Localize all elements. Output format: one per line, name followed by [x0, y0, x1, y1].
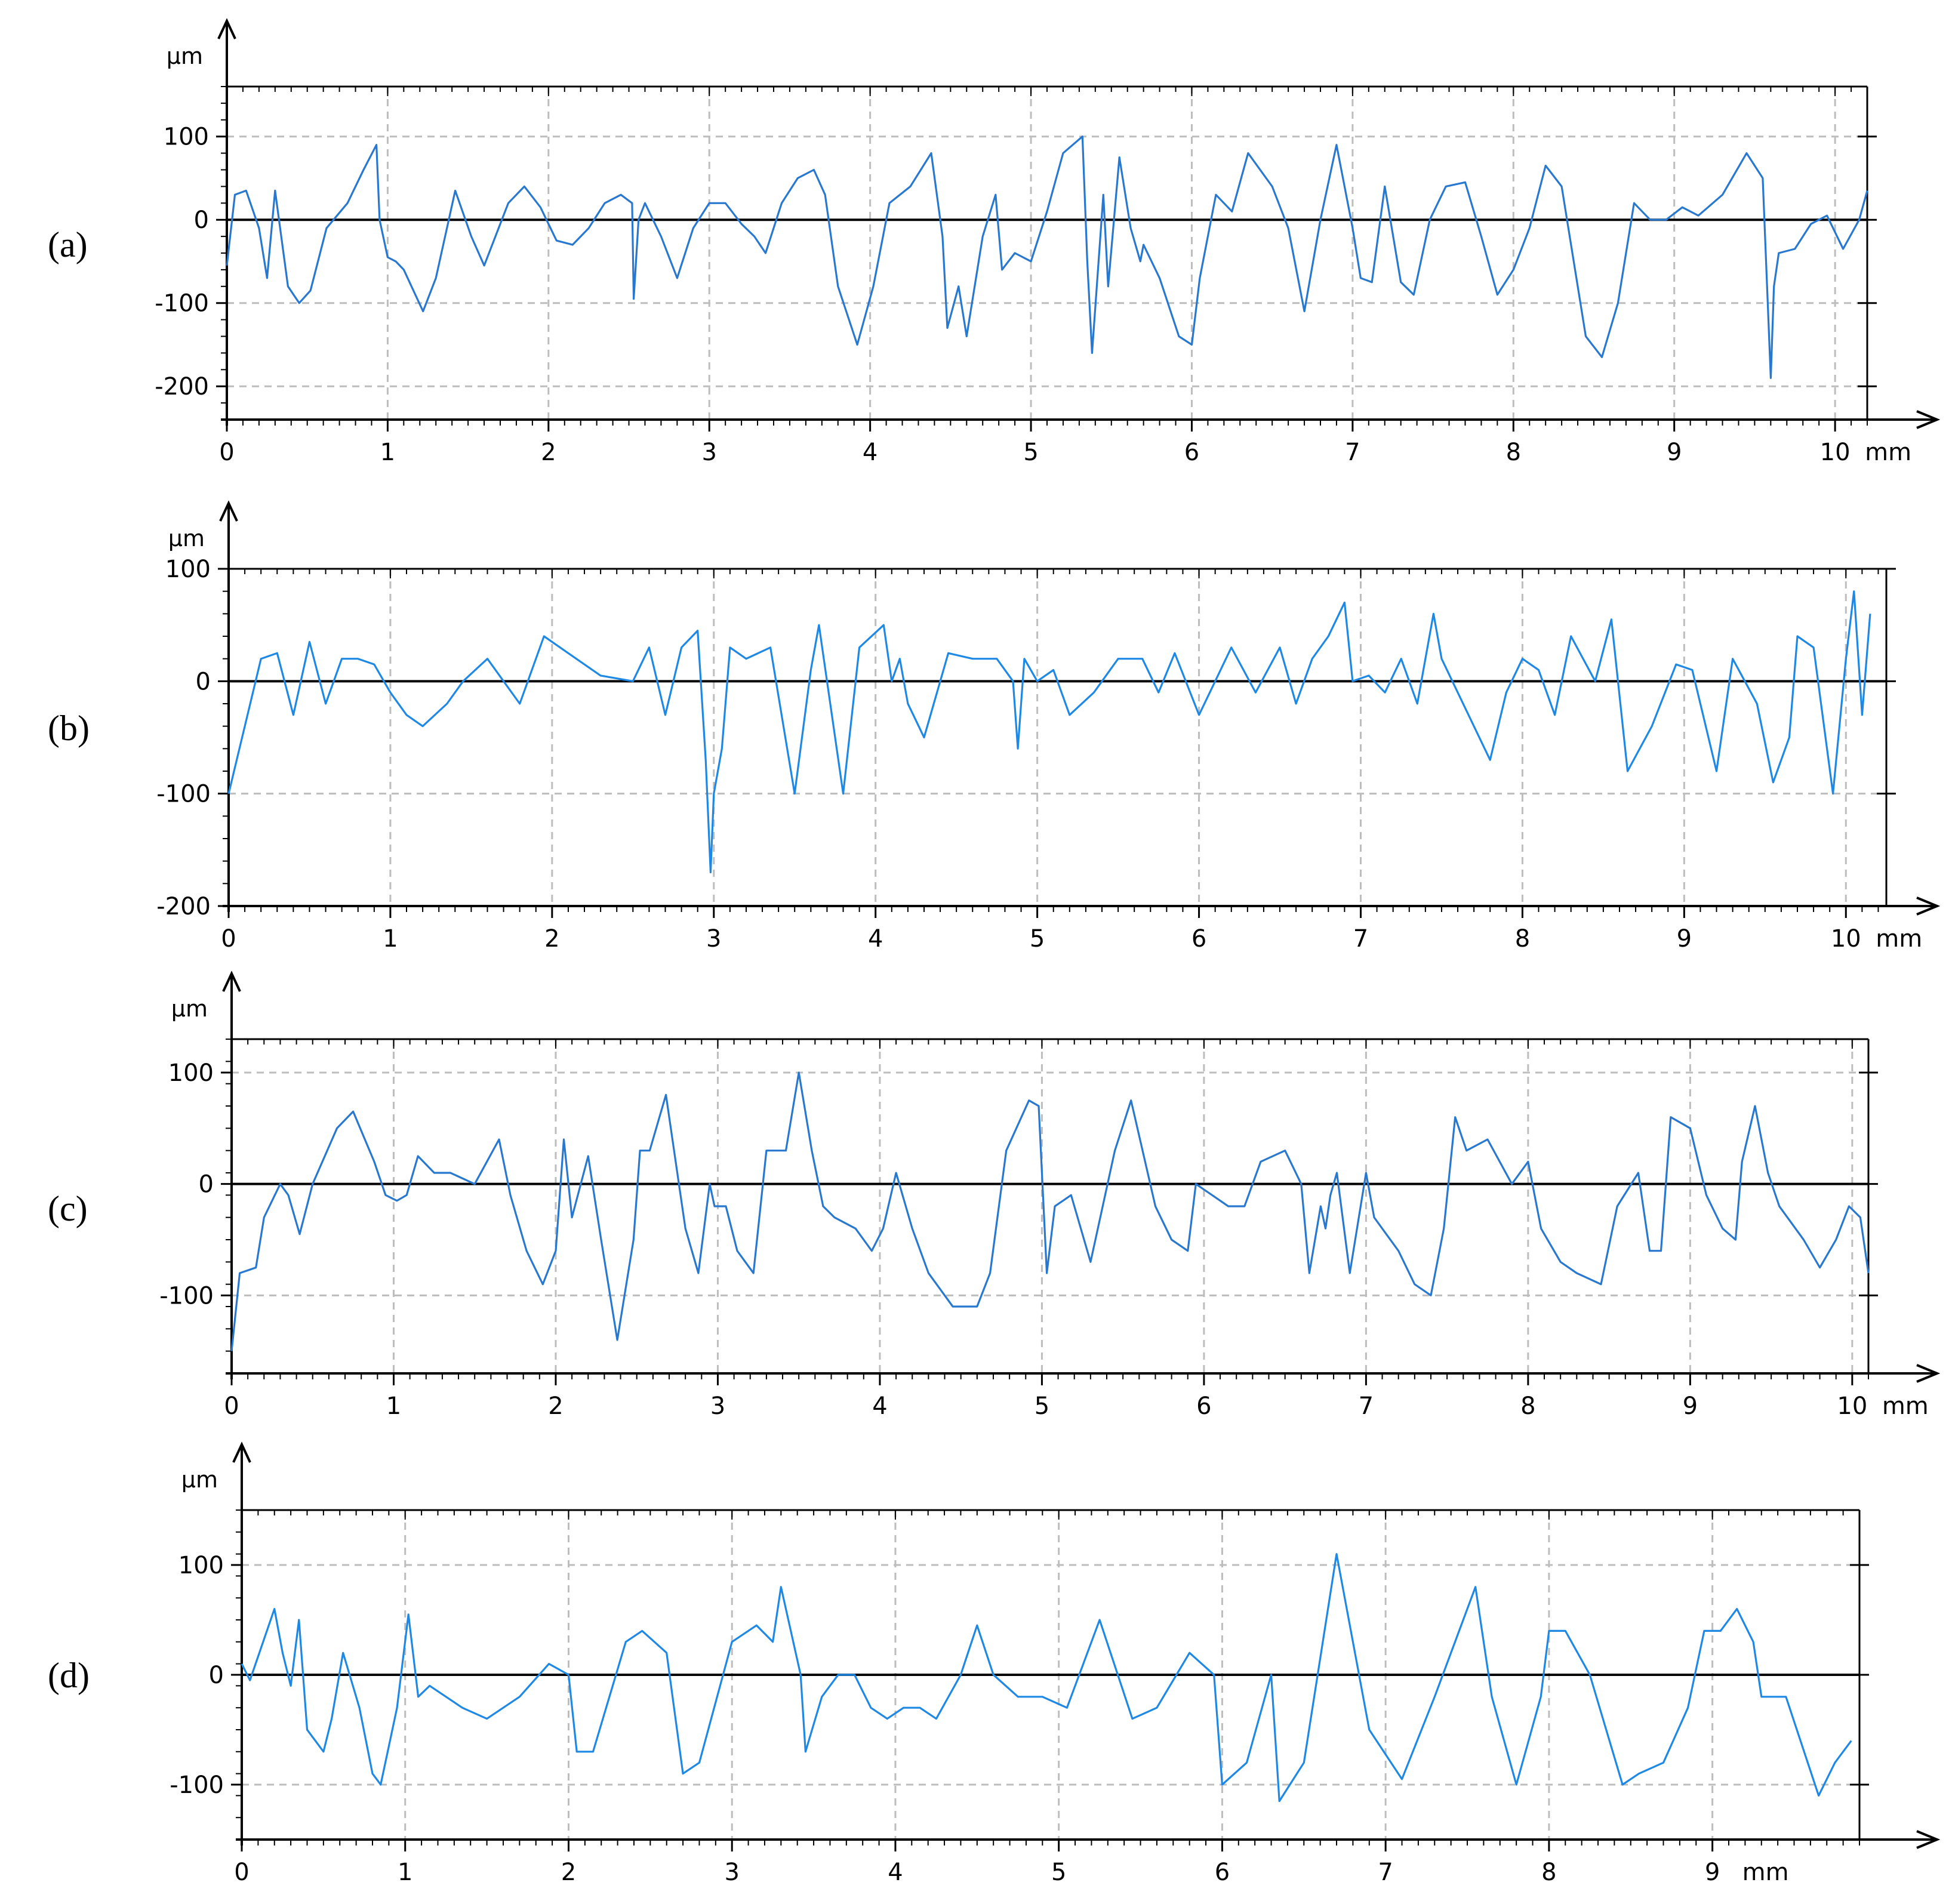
panel-label: (d) — [48, 1656, 90, 1695]
x-tick-label: 0 — [234, 1859, 249, 1886]
x-axis-arrow — [1916, 410, 1941, 429]
profile-series-line — [226, 135, 1868, 379]
y-tick-label: -100 — [156, 781, 211, 808]
x-tick-label: 3 — [706, 925, 721, 953]
x-tick-label: 6 — [1196, 1392, 1211, 1420]
x-tick-label: 1 — [383, 925, 398, 953]
y-axis-arrow — [222, 971, 241, 992]
y-unit-label: µm — [167, 43, 203, 69]
y-tick-label: 0 — [196, 668, 211, 695]
x-tick-label: 0 — [221, 925, 236, 953]
y-tick-label: 100 — [178, 1552, 224, 1579]
x-tick-label: 2 — [541, 439, 556, 466]
y-tick-label: -100 — [155, 290, 209, 318]
x-tick-label: 9 — [1705, 1859, 1720, 1886]
x-tick-label: 3 — [724, 1859, 739, 1886]
x-tick-label: 2 — [548, 1392, 563, 1420]
x-tick-label: 6 — [1184, 439, 1199, 466]
x-tick-label: 3 — [710, 1392, 725, 1420]
y-tick-label: -100 — [170, 1771, 224, 1799]
y-tick-label: 100 — [164, 124, 209, 151]
panel-label: (c) — [48, 1189, 88, 1228]
x-tick-label: 2 — [544, 925, 559, 953]
y-tick-label: -200 — [156, 893, 211, 920]
x-tick-label: 2 — [561, 1859, 576, 1886]
y-unit-label: µm — [181, 1466, 218, 1493]
x-tick-label: 7 — [1378, 1859, 1393, 1886]
chart-panel-d: (d) µm 100 0 -100 0 1 2 3 4 5 6 7 8 9 mm — [48, 1441, 1941, 1886]
x-tick-label: 10 — [1831, 925, 1861, 953]
x-tick-label: 9 — [1683, 1392, 1698, 1420]
y-axis-arrow — [219, 500, 238, 522]
y-axis-arrow — [232, 1441, 251, 1463]
panel-label: (b) — [48, 708, 90, 748]
x-tick-label: 0 — [219, 439, 234, 466]
x-unit-label: mm — [1865, 439, 1911, 466]
profile-series-line — [227, 590, 1871, 874]
y-tick-label: -100 — [159, 1282, 214, 1310]
x-tick-label: 4 — [868, 925, 883, 953]
x-tick-label: 0 — [224, 1392, 239, 1420]
x-tick-label: 9 — [1677, 925, 1692, 953]
chart-panel-a: (a) µm 100 0 -100 -200 0 1 2 3 4 5 6 7 8 9 10 mm — [48, 18, 1941, 466]
profile-series-line — [241, 1553, 1852, 1803]
y-unit-label: µm — [168, 525, 205, 552]
x-axis-arrow — [1916, 896, 1941, 916]
x-tick-label: 5 — [1023, 439, 1038, 466]
x-tick-label: 8 — [1541, 1859, 1556, 1886]
x-tick-label: 5 — [1030, 925, 1045, 953]
x-tick-label: 1 — [398, 1859, 412, 1886]
x-tick-label: 7 — [1353, 925, 1368, 953]
x-tick-label: 9 — [1667, 439, 1682, 466]
x-unit-label: mm — [1882, 1392, 1929, 1420]
y-tick-label: 100 — [165, 556, 211, 583]
x-tick-label: 6 — [1191, 925, 1206, 953]
x-axis-arrow — [1916, 1364, 1941, 1383]
x-unit-label: mm — [1876, 925, 1922, 953]
x-tick-label: 8 — [1515, 925, 1530, 953]
chart-panel-b: (b) µm 100 0 -100 -200 0 1 2 3 4 5 6 7 8 9 10 mm — [48, 500, 1941, 953]
x-axis-arrow — [1916, 1830, 1941, 1849]
x-tick-label: 3 — [702, 439, 717, 466]
chart-panel-c: (c) µm 100 0 -100 0 1 2 3 4 5 6 7 8 9 10 mm — [48, 971, 1941, 1420]
y-axis-arrow — [217, 18, 236, 39]
x-tick-label: 6 — [1215, 1859, 1230, 1886]
y-tick-label: 0 — [209, 1662, 224, 1689]
y-tick-label: 0 — [194, 207, 209, 234]
x-tick-label: 1 — [380, 439, 395, 466]
x-tick-label: 7 — [1345, 439, 1360, 466]
y-tick-label: -200 — [155, 373, 209, 400]
y-unit-label: µm — [171, 996, 208, 1022]
y-tick-label: 100 — [168, 1059, 214, 1087]
x-tick-label: 4 — [872, 1392, 887, 1420]
x-tick-label: 5 — [1051, 1859, 1066, 1886]
x-tick-label: 1 — [386, 1392, 401, 1420]
x-tick-label: 10 — [1837, 1392, 1867, 1420]
x-tick-label: 4 — [863, 439, 878, 466]
x-tick-label: 8 — [1506, 439, 1521, 466]
x-unit-label: mm — [1742, 1859, 1789, 1886]
x-tick-label: 7 — [1359, 1392, 1374, 1420]
x-tick-label: 10 — [1820, 439, 1851, 466]
x-tick-label: 4 — [888, 1859, 903, 1886]
x-tick-label: 5 — [1035, 1392, 1049, 1420]
x-tick-label: 8 — [1520, 1392, 1535, 1420]
panel-label: (a) — [48, 225, 88, 264]
y-tick-label: 0 — [199, 1171, 214, 1199]
profile-series-line — [230, 1071, 1870, 1351]
